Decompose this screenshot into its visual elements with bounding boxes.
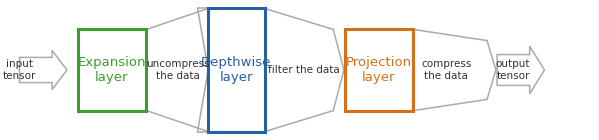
Text: output
tensor: output tensor [496, 59, 530, 81]
Text: input
tensor: input tensor [3, 59, 36, 81]
Text: uncompress
the data: uncompress the data [146, 59, 210, 81]
Text: compress
the data: compress the data [421, 59, 471, 81]
Text: Depthwise
layer: Depthwise layer [201, 56, 271, 84]
Text: filter the data: filter the data [268, 65, 340, 75]
Bar [78, 29, 146, 111]
Bar [344, 29, 413, 111]
Bar [208, 8, 265, 132]
Text: Projection
layer: Projection layer [346, 56, 412, 84]
Text: Expansion
layer: Expansion layer [78, 56, 146, 84]
